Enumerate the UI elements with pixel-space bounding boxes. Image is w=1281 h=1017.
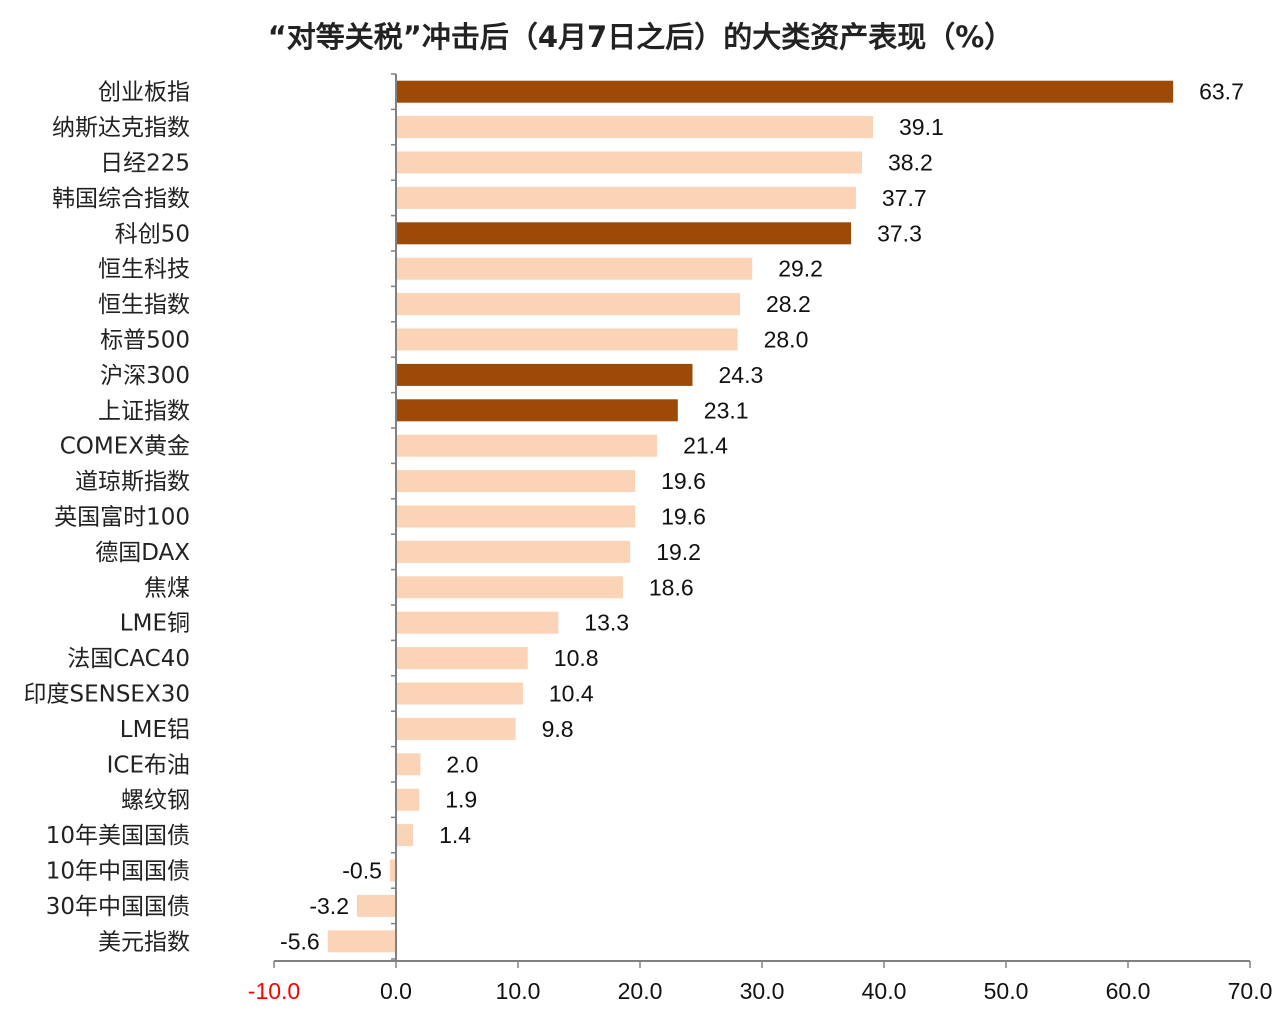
- x-tick-label: -10.0: [248, 978, 300, 1004]
- bar-6: [396, 257, 753, 280]
- x-tick-label: 50.0: [984, 978, 1029, 1004]
- data-label: 13.3: [584, 610, 629, 636]
- x-tick-label: 10.0: [496, 978, 541, 1004]
- data-label: 37.7: [882, 185, 927, 211]
- category-label: 沪深300: [100, 363, 190, 389]
- data-label: 28.2: [766, 291, 811, 317]
- bar-10: [396, 399, 678, 422]
- category-label: 德国DAX: [95, 540, 190, 566]
- data-label: 23.1: [704, 397, 749, 423]
- data-label: 1.9: [445, 787, 477, 813]
- chart-title: “对等关税”冲击后（4月7日之后）的大类资产表现（%）: [267, 20, 1014, 54]
- category-label: 创业板指: [98, 80, 190, 106]
- data-label: 29.2: [778, 256, 823, 282]
- x-tick-label: 40.0: [862, 978, 907, 1004]
- x-tick-label: 70.0: [1228, 978, 1273, 1004]
- category-label: 法国CAC40: [67, 646, 190, 672]
- bar-2: [396, 116, 873, 139]
- category-label: 10年中国国债: [46, 859, 190, 885]
- category-label: COMEX黄金: [60, 434, 190, 460]
- bar-13: [396, 505, 636, 528]
- category-label: 焦煤: [144, 575, 190, 601]
- data-label: 63.7: [1199, 79, 1244, 105]
- category-label: 螺纹钢: [121, 788, 190, 814]
- labels-layer: 创业板指 63.7 纳斯达克指数 39.1 日经225 38.2 韩国综合指数 37.7 科创5…: [24, 79, 1273, 1004]
- bar-16: [396, 611, 559, 634]
- bar-22: [396, 824, 414, 847]
- bar-12: [396, 470, 636, 493]
- x-tick-label: 30.0: [740, 978, 785, 1004]
- bar-4: [396, 186, 856, 209]
- category-label: 日经225: [100, 151, 190, 177]
- category-label: LME铝: [120, 717, 190, 743]
- category-label: 韩国综合指数: [52, 186, 190, 212]
- category-label: 道琼斯指数: [75, 469, 190, 495]
- category-label: 恒生科技: [98, 257, 190, 283]
- x-tick-label: 20.0: [618, 978, 663, 1004]
- bar-20: [396, 753, 421, 776]
- category-label: 标普500: [100, 328, 190, 354]
- bar-7: [396, 293, 740, 316]
- bar-18: [396, 682, 523, 705]
- category-label: 纳斯达克指数: [52, 115, 190, 141]
- bar-5: [396, 222, 852, 245]
- data-label: 28.0: [764, 327, 809, 353]
- x-tick-label: 60.0: [1106, 978, 1151, 1004]
- category-label: 恒生指数: [98, 292, 190, 318]
- data-label: -5.6: [280, 928, 320, 954]
- data-label: 10.4: [549, 681, 594, 707]
- data-label: -3.2: [309, 893, 349, 919]
- data-label: 10.8: [554, 645, 599, 671]
- bar-3: [396, 151, 862, 174]
- category-label: 英国富时100: [54, 505, 190, 531]
- bar-1: [396, 80, 1174, 103]
- data-label: 19.6: [661, 468, 706, 494]
- bar-17: [396, 647, 528, 670]
- data-label: 1.4: [439, 822, 471, 848]
- data-label: 21.4: [683, 433, 728, 459]
- bar-15: [396, 576, 623, 599]
- category-label: 印度SENSEX30: [24, 682, 191, 708]
- data-label: 19.6: [661, 504, 706, 530]
- data-label: 39.1: [899, 114, 944, 140]
- category-label: 美元指数: [98, 929, 190, 955]
- data-label: 37.3: [877, 220, 922, 246]
- bar-21: [396, 788, 420, 811]
- bar-11: [396, 434, 658, 457]
- category-label: 30年中国国债: [46, 894, 190, 920]
- axes-layer: [273, 73, 1251, 968]
- data-label: 2.0: [446, 751, 478, 777]
- data-label: 18.6: [649, 574, 694, 600]
- data-label: 19.2: [656, 539, 701, 565]
- bar-8: [396, 328, 738, 351]
- x-tick-label: 0.0: [380, 978, 412, 1004]
- bars-layer: [327, 80, 1174, 953]
- data-label: 38.2: [888, 150, 933, 176]
- category-label: LME铜: [120, 611, 190, 637]
- bar-25: [327, 930, 396, 953]
- category-label: 10年美国国债: [46, 823, 190, 849]
- data-label: -0.5: [342, 858, 382, 884]
- data-label: 24.3: [719, 362, 764, 388]
- data-label: 9.8: [542, 716, 574, 742]
- category-label: ICE布油: [107, 752, 190, 778]
- bar-14: [396, 540, 631, 563]
- bar-19: [396, 717, 516, 740]
- bar-24: [357, 894, 396, 917]
- bar-9: [396, 363, 693, 386]
- bar-23: [389, 859, 396, 882]
- category-label: 科创50: [115, 221, 190, 247]
- category-label: 上证指数: [98, 398, 190, 424]
